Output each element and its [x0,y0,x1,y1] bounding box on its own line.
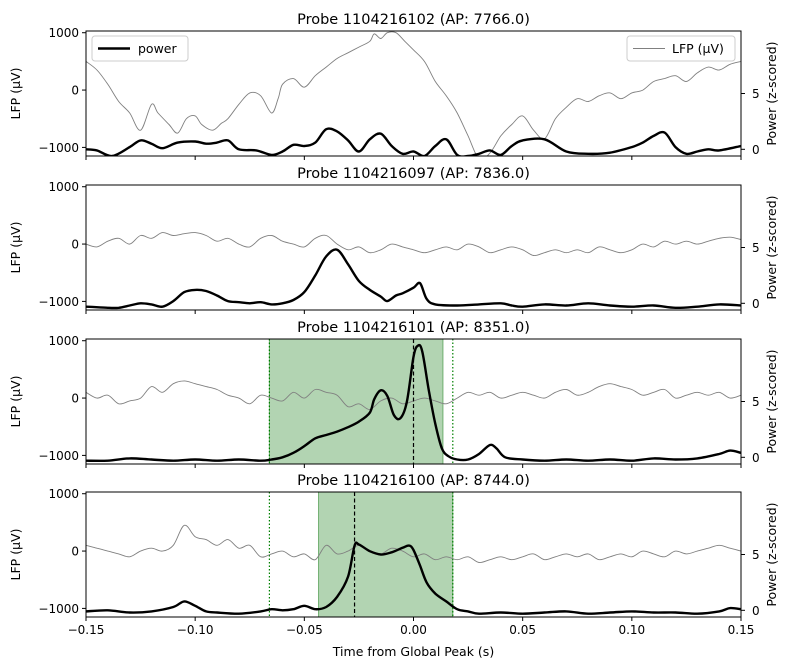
plot-area [86,31,741,156]
x-tick-label: −0.05 [286,623,323,637]
legend-power: power [91,35,189,62]
panel-1: 1000 0 −1000 0 5 Probe 1104216102 (AP: 7766.0… [8,12,779,160]
x-tick-label: 0.05 [509,623,536,637]
x-tick-label: 0.15 [728,623,755,637]
power-series [86,541,741,615]
left-tick-label: 0 [71,238,79,252]
legend-lfp-box [626,35,736,62]
right-tick-label: 5 [752,241,760,255]
left-tick-label: 1000 [48,180,79,194]
left-tick-label: 1000 [48,334,79,348]
panel-title: Probe 1104216102 (AP: 7766.0) [297,12,530,28]
panel-2: 1000 0 −1000 0 5 Probe 1104216097 (AP: 7836.0… [8,166,779,314]
left-tick-label: −1000 [38,295,79,309]
legend-power-box [91,35,189,62]
panel-4: 1000 0 −1000 0 5 −0.15 −0.10 −0.05 0.00 0.05 0.10 0… [8,473,779,637]
legend-lfp-label: LFP (μV) [672,41,724,56]
left-axis-label: LFP (μV) [8,376,23,428]
lfp-series [86,232,741,257]
power-series [86,248,741,310]
right-tick-label: 5 [752,548,760,562]
right-axis-label: Power (z-scored) [764,502,779,606]
right-tick-label: 0 [752,297,760,311]
lfp-series [86,31,741,156]
left-tick-label: 0 [71,392,79,406]
legend-lfp: LFP (μV) [626,35,736,62]
right-tick-label: 0 [752,451,760,465]
x-axis-label: Time from Global Peak (s) [332,644,494,659]
power-series [86,127,741,156]
x-tick-label: 0.10 [618,623,645,637]
right-tick-label: 5 [752,395,760,409]
event-window [269,339,443,464]
plot-area [86,492,741,617]
panel-title: Probe 1104216101 (AP: 8351.0) [297,320,530,336]
panel-title: Probe 1104216097 (AP: 7836.0) [297,166,530,182]
right-tick-label: 0 [752,143,760,157]
plot-area [86,232,741,310]
plot-area [86,339,741,464]
right-tick-label: 5 [752,87,760,101]
right-tick-label: 0 [752,604,760,618]
x-tick-label: −0.10 [177,623,214,637]
left-tick-label: 1000 [48,26,79,40]
lfp-series [86,524,741,564]
panel-title: Probe 1104216100 (AP: 8744.0) [297,473,530,489]
right-axis-label: Power (z-scored) [764,41,779,145]
right-axis-label: Power (z-scored) [764,349,779,453]
x-tick-label: −0.15 [68,623,105,637]
left-tick-label: −1000 [38,602,79,616]
left-tick-label: 1000 [48,487,79,501]
left-tick-label: −1000 [38,449,79,463]
panel-3: 1000 0 −1000 0 5 Probe 1104216101 (AP: 8351.0… [8,320,779,468]
left-tick-label: −1000 [38,141,79,155]
legend-power-label: power [138,41,177,56]
left-axis-label: LFP (μV) [8,222,23,274]
left-tick-label: 0 [71,545,79,559]
panels: 1000 0 −1000 0 5 Probe 1104216102 (AP: 7766.0… [8,12,779,637]
right-axis-label: Power (z-scored) [764,195,779,299]
left-axis-label: LFP (μV) [8,529,23,581]
left-axis-label: LFP (μV) [8,68,23,120]
left-tick-label: 0 [71,84,79,98]
x-tick-label: 0.00 [400,623,427,637]
power-series [86,343,741,463]
